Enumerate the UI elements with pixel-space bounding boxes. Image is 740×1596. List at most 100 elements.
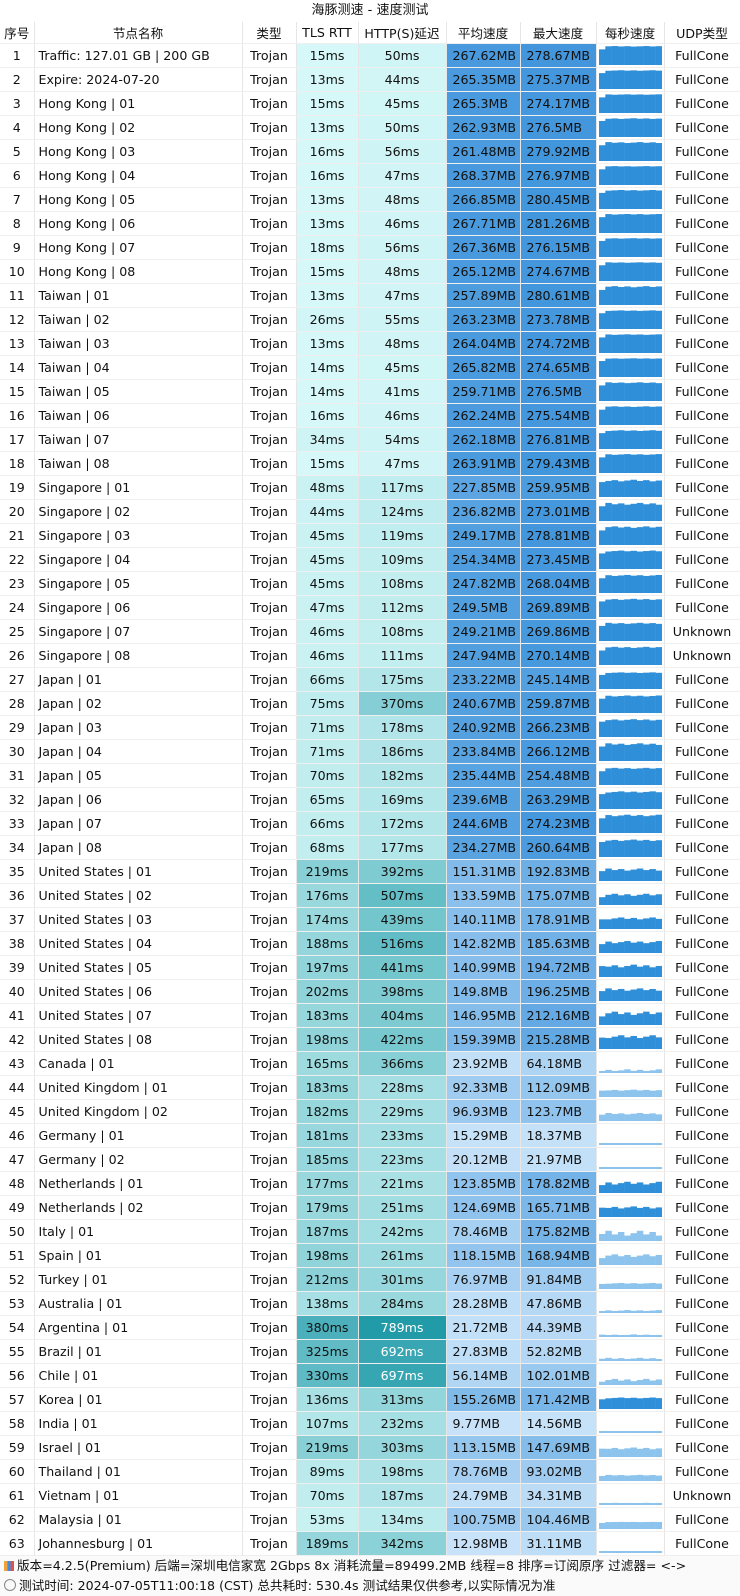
per-second-speed-chart [598, 70, 662, 89]
cell-max-speed: 44.39MB [520, 1315, 597, 1340]
speed-bar [655, 46, 662, 65]
speed-bar [611, 1036, 618, 1049]
speed-bar [617, 262, 624, 281]
speed-bar [598, 1381, 605, 1385]
cell-type: Trojan [242, 523, 297, 548]
speed-bar [655, 941, 662, 953]
cell-type: Trojan [242, 1363, 297, 1388]
table-row: 56 Chile | 01 Trojan 330ms 697ms 56.14MB 102.0… [0, 1363, 740, 1388]
cell-speed-sparkline [596, 1267, 665, 1292]
speed-bar [636, 792, 643, 809]
speed-bar [636, 358, 643, 377]
cell-index: 42 [0, 1027, 35, 1052]
cell-index: 24 [0, 595, 35, 620]
cell-type: Trojan [242, 1531, 297, 1556]
speed-bar [623, 70, 631, 89]
speed-bar [623, 1475, 631, 1481]
cell-tls-rtt: 219ms [296, 1435, 359, 1460]
cell-node-name: Hong Kong | 08 [34, 259, 243, 284]
speed-bar [611, 334, 618, 353]
table-row: 46 Germany | 01 Trojan 181ms 233ms 15.29MB 18.… [0, 1123, 740, 1148]
cell-http-latency: 342ms [358, 1531, 447, 1556]
cell-http-latency: 441ms [358, 955, 447, 980]
per-second-speed-chart [598, 1069, 662, 1073]
cell-index: 18 [0, 451, 35, 476]
cell-tls-rtt: 66ms [296, 811, 359, 836]
cell-max-speed: 245.14MB [520, 667, 597, 692]
cell-index: 29 [0, 715, 35, 740]
speed-bar [617, 1397, 624, 1409]
speed-bar [642, 1089, 650, 1097]
speed-bar [642, 696, 650, 713]
cell-tls-rtt: 65ms [296, 787, 359, 812]
speed-bar [598, 482, 605, 497]
speed-bar [611, 551, 618, 569]
cell-tls-rtt: 18ms [296, 235, 359, 260]
table-row: 19 Singapore | 01 Trojan 48ms 117ms 227.85MB 2… [0, 475, 740, 500]
cell-http-latency: 182ms [358, 763, 447, 788]
cell-udp-type: FullCone [664, 1243, 740, 1268]
cell-index: 10 [0, 259, 35, 284]
cell-index: 7 [0, 187, 35, 212]
cell-udp-type: FullCone [664, 1507, 740, 1532]
cell-udp-type: FullCone [664, 451, 740, 476]
speed-bar [611, 1551, 618, 1553]
speed-bar [642, 142, 650, 161]
speed-bar [630, 1503, 637, 1505]
cell-node-name: India | 01 [34, 1411, 243, 1436]
speed-bar [617, 1208, 624, 1217]
header-index: 序号 [0, 22, 35, 44]
cell-http-latency: 48ms [358, 259, 447, 284]
cell-udp-type: Unknown [664, 619, 740, 644]
cell-speed-sparkline [596, 1027, 665, 1052]
cell-speed-sparkline [596, 1435, 665, 1460]
cell-avg-speed: 267.62MB [446, 43, 521, 68]
cell-node-name: Japan | 05 [34, 763, 243, 788]
speed-bar [655, 143, 662, 161]
header-avg-speed: 平均速度 [446, 22, 521, 44]
cell-index: 43 [0, 1051, 35, 1076]
cell-node-name: Singapore | 05 [34, 571, 243, 596]
speed-bar [623, 768, 631, 785]
speed-bar [655, 574, 662, 593]
speed-bar [604, 1448, 612, 1457]
speed-bar [617, 1475, 624, 1481]
cell-type: Trojan [242, 1483, 297, 1508]
speed-bar [642, 286, 650, 305]
cell-type: Trojan [242, 499, 297, 524]
speed-bar [604, 575, 612, 593]
speed-bar [636, 1474, 643, 1481]
speed-bar [655, 358, 662, 377]
speed-bar [648, 142, 656, 161]
cell-udp-type: FullCone [664, 1123, 740, 1148]
cell-tls-rtt: 188ms [296, 931, 359, 956]
speed-bar [642, 118, 650, 137]
speed-bar [655, 623, 662, 641]
cell-avg-speed: 76.97MB [446, 1267, 521, 1292]
cell-tls-rtt: 330ms [296, 1363, 359, 1388]
speed-bar [598, 601, 605, 617]
speed-bar [655, 599, 662, 617]
cell-udp-type: FullCone [664, 859, 740, 884]
cell-type: Trojan [242, 115, 297, 140]
cell-node-name: Hong Kong | 07 [34, 235, 243, 260]
per-second-speed-chart [598, 238, 662, 257]
cell-index: 63 [0, 1531, 35, 1556]
cell-udp-type: FullCone [664, 691, 740, 716]
speed-bar [611, 1311, 618, 1313]
cell-avg-speed: 78.76MB [446, 1459, 521, 1484]
cell-index: 57 [0, 1387, 35, 1412]
per-second-speed-chart [598, 1551, 662, 1553]
per-second-speed-chart [598, 1357, 662, 1361]
speed-bar [648, 1358, 656, 1361]
speed-bar [636, 480, 643, 497]
header-per-second-speed: 每秒速度 [596, 22, 665, 44]
speed-bar [642, 46, 650, 65]
speed-bar [648, 1310, 656, 1313]
cell-avg-speed: 265.12MB [446, 259, 521, 284]
speed-bar [598, 530, 605, 545]
speed-bar [598, 289, 605, 305]
cell-avg-speed: 267.71MB [446, 211, 521, 236]
speed-bar [611, 599, 618, 617]
speed-bar [636, 575, 643, 593]
